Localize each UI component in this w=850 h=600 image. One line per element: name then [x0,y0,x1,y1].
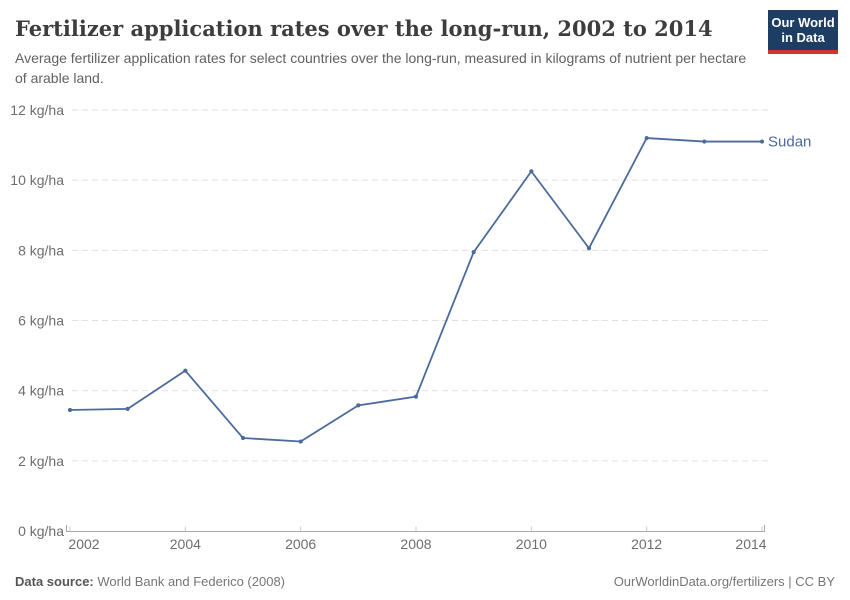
data-point[interactable] [413,394,419,399]
y-tick-label: 6 kg/ha [18,313,64,329]
owid-logo[interactable]: Our World in Data [768,10,838,54]
data-point[interactable] [125,406,130,412]
y-tick-label: 4 kg/ha [18,383,64,399]
data-point[interactable] [529,169,534,174]
chart-subtitle: Average fertilizer application rates for… [15,50,747,87]
x-tick-label: 2004 [170,536,201,552]
data-source-label: Data source: [15,574,94,589]
owid-logo-line1: Our World [771,15,835,30]
y-tick-label: 8 kg/ha [18,242,64,258]
chart-title: Fertilizer application rates over the lo… [15,16,713,41]
chart-footer: Data source: World Bank and Federico (20… [15,574,835,589]
data-point[interactable] [298,439,303,444]
data-source-value: World Bank and Federico (2008) [97,574,286,589]
data-point[interactable] [644,135,649,141]
chart-header: Fertilizer application rates over the lo… [15,15,760,89]
data-source: Data source: World Bank and Federico (20… [15,574,285,589]
data-point[interactable] [586,246,592,251]
x-tick-label: 2006 [285,536,316,552]
x-tick-label: 2012 [631,536,662,552]
data-point[interactable] [240,435,246,441]
data-point[interactable] [356,403,361,408]
y-tick-label: 2 kg/ha [18,453,64,469]
data-point[interactable] [183,368,188,373]
y-tick-label: 0 kg/ha [18,523,64,539]
x-tick-label: 2008 [400,536,431,552]
owid-logo-line2: in Data [781,30,825,45]
x-tick-label: 2014 [735,536,766,552]
data-point[interactable] [471,249,476,255]
x-tick-label: 2002 [68,536,99,552]
y-tick-label: 12 kg/ha [10,102,64,118]
x-tick-label: 2010 [516,536,547,552]
series-label-sudan[interactable]: Sudan [768,134,811,151]
data-point[interactable] [759,139,765,144]
y-tick-label: 10 kg/ha [10,172,64,188]
data-point[interactable] [67,407,73,413]
data-point[interactable] [702,139,707,144]
credit-link[interactable]: OurWorldinData.org/fertilizers | CC BY [613,574,835,589]
